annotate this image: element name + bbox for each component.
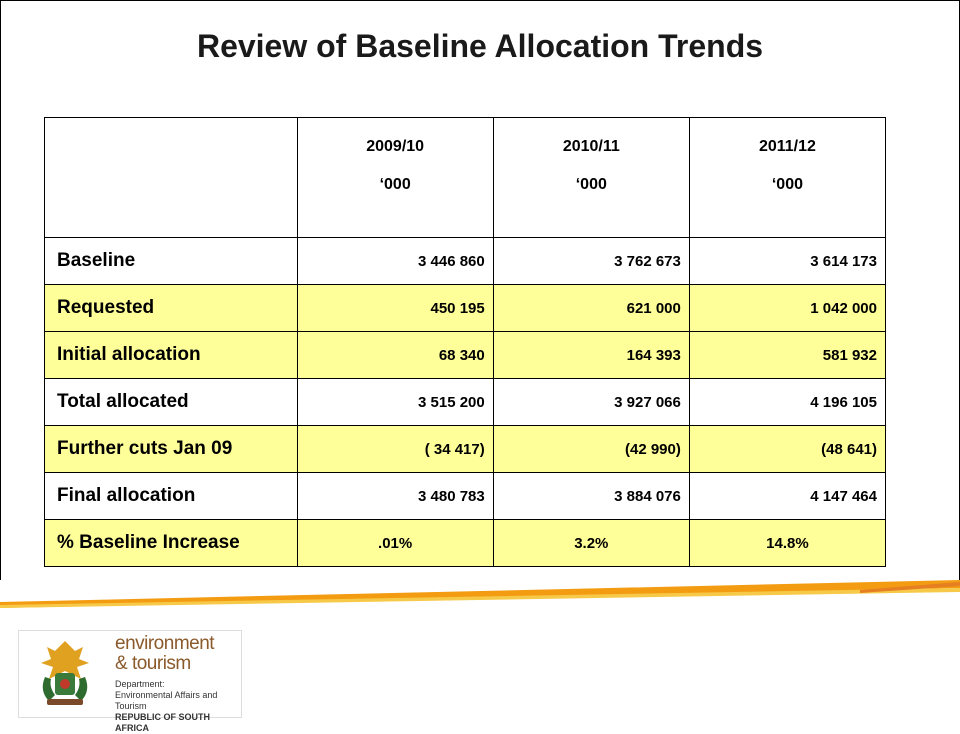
swoosh-graphic bbox=[0, 580, 960, 608]
cell-value: 3 927 066 bbox=[492, 378, 690, 426]
cell-value: 581 932 bbox=[688, 331, 887, 379]
cell-value: 3 762 673 bbox=[492, 237, 690, 285]
col-unit: ‘000 bbox=[379, 176, 411, 193]
country-name-text: REPUBLIC OF SOUTH AFRICA bbox=[115, 712, 211, 733]
cell-value: (42 990) bbox=[492, 425, 690, 473]
table-header-row: 2009/10 ‘000 2010/11 ‘000 2011/12 ‘000 bbox=[44, 117, 887, 238]
dept-name: Environmental Affairs and Tourism bbox=[115, 690, 218, 711]
cell-value: 4 147 464 bbox=[688, 472, 887, 520]
col-year: 2010/11 bbox=[562, 138, 620, 155]
row-label: Requested bbox=[44, 284, 298, 332]
logo-tourism-text: & tourism bbox=[115, 653, 191, 674]
col-year: 2011/12 bbox=[758, 138, 816, 155]
department-logo: environment & tourism Department: Enviro… bbox=[18, 630, 242, 733]
row-label: Initial allocation bbox=[44, 331, 298, 379]
table-row-final-allocation: Final allocation 3 480 783 3 884 076 4 1… bbox=[44, 472, 887, 520]
table-row-further-cuts: Further cuts Jan 09 ( 34 417) (42 990) (… bbox=[44, 425, 887, 473]
swoosh-accent bbox=[860, 582, 960, 593]
table-row-initial-allocation: Initial allocation 68 340 164 393 581 93… bbox=[44, 331, 887, 379]
cell-value: 3 515 200 bbox=[296, 378, 494, 426]
cell-value: 3 884 076 bbox=[492, 472, 690, 520]
row-label: Final allocation bbox=[44, 472, 298, 520]
col-year: 2009/10 bbox=[366, 138, 425, 155]
cell-value: 14.8% bbox=[688, 519, 887, 567]
cell-value: 3 614 173 bbox=[688, 237, 887, 285]
col-unit: ‘000 bbox=[575, 176, 607, 193]
cell-value: 621 000 bbox=[492, 284, 690, 332]
cell-value: 1 042 000 bbox=[688, 284, 887, 332]
row-label: Total allocated bbox=[44, 378, 298, 426]
logo-environment-text: environment bbox=[115, 633, 215, 654]
coat-of-arms-icon bbox=[41, 641, 89, 705]
cell-value: 3.2% bbox=[492, 519, 690, 567]
cell-value: 164 393 bbox=[492, 331, 690, 379]
decorative-swoosh-band bbox=[0, 578, 960, 608]
row-label: Baseline bbox=[44, 237, 298, 285]
country-name: REPUBLIC OF SOUTH AFRICA bbox=[115, 712, 241, 734]
row-label: Further cuts Jan 09 bbox=[44, 425, 298, 473]
slide-left-border bbox=[0, 0, 1, 580]
header-col-2010: 2010/11 ‘000 bbox=[492, 117, 690, 238]
cell-value: (48 641) bbox=[688, 425, 887, 473]
cell-value: ( 34 417) bbox=[296, 425, 494, 473]
yellow-swoosh bbox=[0, 588, 960, 608]
cell-value: 450 195 bbox=[296, 284, 494, 332]
cell-value: 4 196 105 bbox=[688, 378, 887, 426]
table-row-baseline-increase: % Baseline Increase .01% 3.2% 14.8% bbox=[44, 519, 887, 567]
header-blank-cell bbox=[44, 117, 298, 238]
col-unit: ‘000 bbox=[771, 176, 803, 193]
cell-value: .01% bbox=[296, 519, 494, 567]
slide-title: Review of Baseline Allocation Trends bbox=[196, 28, 764, 64]
cell-value: 68 340 bbox=[296, 331, 494, 379]
dept-label: Department: bbox=[115, 679, 165, 689]
table-row-requested: Requested 450 195 621 000 1 042 000 bbox=[44, 284, 887, 332]
slide-top-border bbox=[0, 0, 960, 1]
department-caption: Department: Environmental Affairs and To… bbox=[115, 679, 241, 734]
table-row-baseline: Baseline 3 446 860 3 762 673 3 614 173 bbox=[44, 237, 887, 285]
header-col-2011: 2011/12 ‘000 bbox=[688, 117, 887, 238]
header-col-2009: 2009/10 ‘000 bbox=[296, 117, 494, 238]
allocation-table: 2009/10 ‘000 2010/11 ‘000 2011/12 ‘000 B… bbox=[44, 117, 887, 567]
cell-value: 3 446 860 bbox=[296, 237, 494, 285]
row-label: % Baseline Increase bbox=[44, 519, 298, 567]
table-row-total-allocated: Total allocated 3 515 200 3 927 066 4 19… bbox=[44, 378, 887, 426]
cell-value: 3 480 783 bbox=[296, 472, 494, 520]
